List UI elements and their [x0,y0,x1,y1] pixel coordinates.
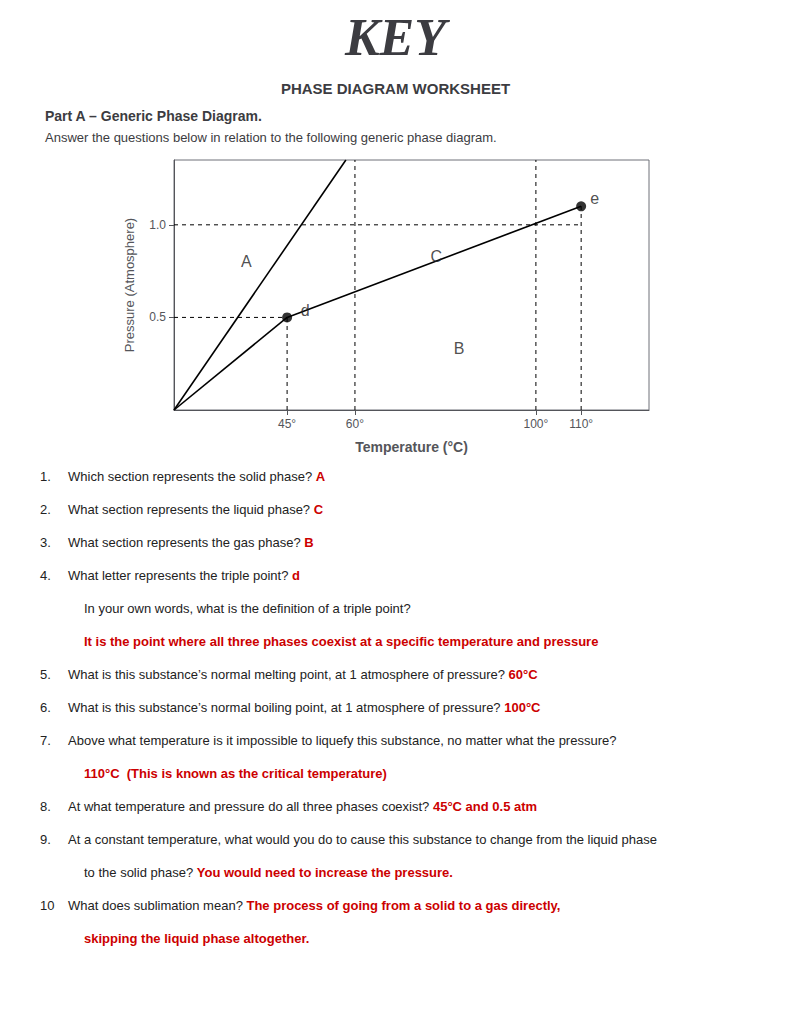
svg-text:A: A [241,253,252,270]
svg-text:What does sublimation mean?: What does sublimation mean? [68,898,243,913]
svg-text:45°C and 0.5 atm: 45°C and 0.5 atm [433,799,537,814]
svg-text:At a constant temperature, wha: At a constant temperature, what would yo… [68,832,657,847]
svg-text:10: 10 [40,898,54,913]
svg-text:C: C [431,248,443,265]
svg-text:8.: 8. [40,799,51,814]
svg-text:Temperature (°C): Temperature (°C) [355,439,468,455]
svg-text:The process of going from a so: The process of going from a solid to a g… [246,898,560,913]
svg-text:What is this substance’s norma: What is this substance’s normal melting … [68,667,505,682]
svg-text:What section represents the ga: What section represents the gas phase? [68,535,301,550]
svg-text:Above what temperature is it i: Above what temperature is it impossible … [68,733,616,748]
svg-text:3.: 3. [40,535,51,550]
svg-text:In your own words, what is the: In your own words, what is the definitio… [84,601,411,616]
svg-text:60°C: 60°C [509,667,539,682]
svg-text:What is this substance’s norma: What is this substance’s normal boiling … [68,700,501,715]
svg-text:110°: 110° [569,417,593,431]
svg-text:0.5: 0.5 [149,310,166,324]
svg-text:Answer the questions below in: Answer the questions below in relation t… [45,130,497,145]
svg-text:C: C [314,502,324,517]
svg-text:A: A [316,469,326,484]
svg-text:60°: 60° [346,417,364,431]
svg-text:45°: 45° [278,417,296,431]
svg-text:e: e [590,190,599,207]
svg-text:You would need to increase the: You would need to increase the pressure. [197,865,453,880]
svg-text:It is the point where all thre: It is the point where all three phases c… [84,634,598,649]
svg-text:Part A – Generic Phase Diagram: Part A – Generic Phase Diagram. [45,108,262,124]
svg-text:9.: 9. [40,832,51,847]
svg-text:1.: 1. [40,469,51,484]
svg-text:2.: 2. [40,502,51,517]
svg-text:d: d [301,302,310,319]
svg-text:Pressure (Atmosphere): Pressure (Atmosphere) [122,218,137,352]
svg-text:4.: 4. [40,568,51,583]
svg-text:Which section represents the s: Which section represents the solid phase… [68,469,312,484]
svg-text:110°C (This is known as the c: 110°C (This is known as the critical tem… [84,766,387,781]
svg-text:7.: 7. [40,733,51,748]
svg-text:100°C: 100°C [504,700,541,715]
svg-text:KEY: KEY [344,9,450,66]
svg-text:At what temperature and pressu: At what temperature and pressure do all … [68,799,429,814]
svg-text:to the solid phase?: to the solid phase? [84,865,193,880]
svg-text:What letter represents the tri: What letter represents the triple point? [68,568,288,583]
svg-text:5.: 5. [40,667,51,682]
svg-text:PHASE DIAGRAM WORKSHEET: PHASE DIAGRAM WORKSHEET [281,80,510,97]
svg-text:B: B [454,340,465,357]
svg-text:d: d [292,568,300,583]
svg-text:6.: 6. [40,700,51,715]
svg-text:1.0: 1.0 [149,218,166,232]
svg-text:What section represents the li: What section represents the liquid phase… [68,502,310,517]
svg-text:100°: 100° [523,417,548,431]
svg-text:B: B [304,535,313,550]
svg-text:skipping the liquid phase alto: skipping the liquid phase altogether. [84,931,309,946]
